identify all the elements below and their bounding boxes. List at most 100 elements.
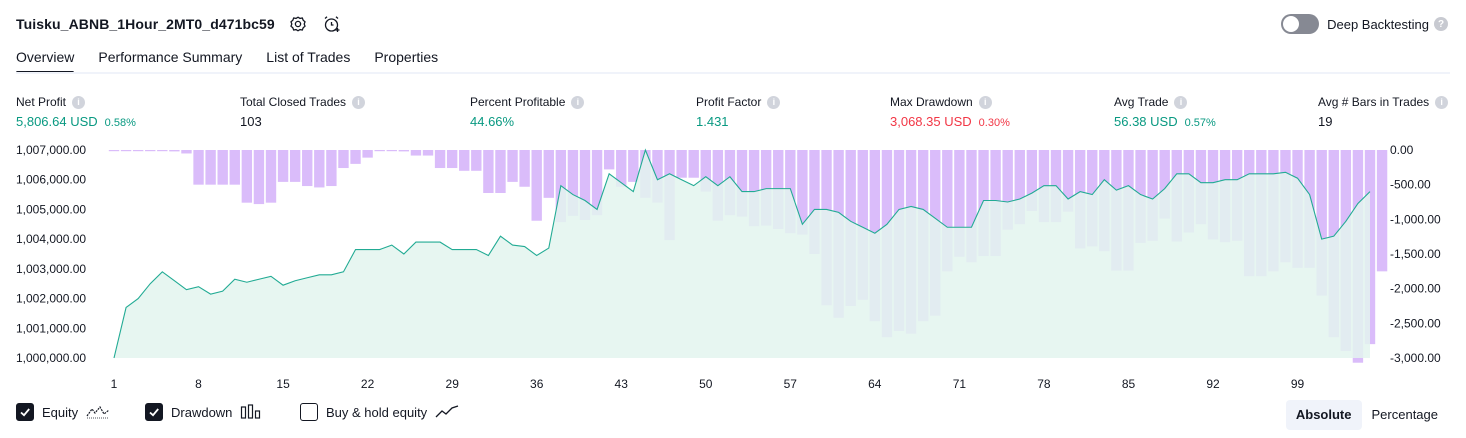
drawdown-bar <box>277 150 289 182</box>
strategy-name: Tuisku_ABNB_1Hour_2MT0_d471bc59 <box>16 16 275 32</box>
drawdown-bar <box>253 150 265 205</box>
drawdown-bar <box>362 150 373 158</box>
left-axis-label: 1,005,000.00 <box>16 202 86 216</box>
drawdown-bar <box>193 150 204 185</box>
drawdown-bar <box>603 150 615 170</box>
drawdown-bar <box>326 150 337 187</box>
metric-label: Net Profit <box>16 95 67 109</box>
tab-bar: Overview Performance Summary List of Tra… <box>16 44 438 74</box>
metric-max-drawdown: Max Drawdown i 3,068.35 USD 0.30% <box>890 94 1010 129</box>
x-axis-label: 1 <box>111 377 118 391</box>
drawdown-bar <box>579 150 591 221</box>
help-icon[interactable]: ? <box>1434 17 1448 31</box>
legend-drawdown[interactable]: Drawdown <box>145 403 262 421</box>
drawdown-bar <box>1316 150 1327 296</box>
right-axis-label: -3,000.00 <box>1390 351 1441 365</box>
drawdown-bar <box>748 150 760 227</box>
equity-area <box>114 150 1370 358</box>
tab-list-of-trades[interactable]: List of Trades <box>266 49 351 65</box>
strategy-header: Tuisku_ABNB_1Hour_2MT0_d471bc59 <box>16 12 343 36</box>
metric-value: 44.66% <box>470 114 515 129</box>
left-axis-label: 1,001,000.00 <box>16 321 86 335</box>
x-axis-label: 85 <box>1122 377 1136 391</box>
left-axis: 1,007,000.00 1,006,000.00 1,005,000.00 1,00… <box>16 143 86 365</box>
drawdown-bar <box>181 150 192 154</box>
legend-buy-hold[interactable]: Buy & hold equity <box>300 403 459 421</box>
equity-checkbox[interactable] <box>16 403 34 421</box>
metric-label: Avg Trade <box>1114 95 1169 109</box>
drawdown-bar <box>108 150 120 152</box>
metric-value: 3,068.35 USD <box>890 114 972 129</box>
deep-backtesting-label: Deep Backtesting <box>1327 16 1429 32</box>
drawdown-bar <box>289 150 301 182</box>
drawdown-bar <box>797 150 808 235</box>
drawdown-bar <box>241 150 253 203</box>
metric-value: 1.431 <box>696 114 729 129</box>
drawdown-bar <box>954 150 965 257</box>
right-axis-label: -1,000.00 <box>1390 212 1441 226</box>
drawdown-bar <box>676 150 687 178</box>
info-icon[interactable]: i <box>571 95 585 109</box>
buy-hold-checkbox[interactable] <box>300 403 318 421</box>
buy-hold-label: Buy & hold equity <box>326 404 428 420</box>
info-icon[interactable]: i <box>978 95 992 109</box>
left-axis-label: 1,003,000.00 <box>16 262 86 276</box>
right-axis-label: -2,000.00 <box>1390 282 1441 296</box>
drawdown-checkbox[interactable] <box>145 403 163 421</box>
drawdown-bar <box>543 150 554 198</box>
metric-avg-bars-in-trades: Avg # Bars in Trades i 19 <box>1318 94 1449 129</box>
left-axis-label: 1,000,000.00 <box>16 351 86 365</box>
x-axis-label: 92 <box>1206 377 1220 391</box>
equity-drawdown-chart[interactable]: 1,007,000.00 1,006,000.00 1,005,000.00 1,00… <box>0 138 1466 396</box>
info-icon[interactable]: i <box>767 95 781 109</box>
metric-label: Max Drawdown <box>890 95 973 109</box>
drawdown-bar <box>857 150 868 300</box>
drawdown-bar <box>471 150 482 171</box>
drawdown-bar <box>688 150 699 178</box>
drawdown-bar <box>483 150 494 193</box>
info-icon[interactable]: i <box>352 95 366 109</box>
drawdown-bar <box>434 150 446 169</box>
tab-properties[interactable]: Properties <box>374 49 439 65</box>
x-axis-label: 15 <box>276 377 290 391</box>
settings-gear-icon[interactable] <box>287 13 309 35</box>
metric-avg-trade: Avg Trade i 56.38 USD 0.57% <box>1114 94 1216 129</box>
metric-percent-profitable: Percent Profitable i 44.66% <box>470 94 585 129</box>
drawdown-bar <box>459 150 470 171</box>
drawdown-bar <box>760 150 772 226</box>
info-icon[interactable]: i <box>72 95 86 109</box>
equity-line-icon <box>86 404 110 420</box>
deep-backtesting-toggle[interactable] <box>1281 14 1320 34</box>
add-alert-clock-icon[interactable] <box>321 13 343 35</box>
metric-label: Profit Factor <box>696 95 762 109</box>
absolute-button[interactable]: Absolute <box>1285 400 1362 430</box>
equity-label: Equity <box>42 404 79 420</box>
drawdown-bar <box>265 150 277 203</box>
drawdown-bar <box>1147 150 1158 241</box>
drawdown-bar <box>157 150 168 152</box>
info-icon[interactable]: i <box>1435 95 1449 109</box>
percentage-button[interactable]: Percentage <box>1371 407 1439 422</box>
metric-label: Avg # Bars in Trades <box>1318 95 1430 109</box>
drawdown-bar <box>1002 150 1013 230</box>
drawdown-bar <box>446 150 458 169</box>
info-icon[interactable]: i <box>1174 95 1188 109</box>
drawdown-bar <box>942 150 953 272</box>
tabs-divider <box>16 72 1450 74</box>
tab-overview[interactable]: Overview <box>16 44 75 74</box>
drawdown-bar <box>386 150 397 152</box>
metric-profit-factor: Profit Factor i 1.431 <box>696 94 781 129</box>
right-axis: 0.00 -500.00 -1,000.00 -1,500.00 -2,000.00 -2… <box>1390 143 1441 365</box>
drawdown-bar <box>229 150 240 185</box>
right-axis-label: -1,500.00 <box>1390 247 1441 261</box>
x-axis-label: 71 <box>953 377 967 391</box>
metric-label: Percent Profitable <box>470 95 566 109</box>
drawdown-bar <box>314 150 325 188</box>
drawdown-bar <box>1376 150 1388 272</box>
legend-equity[interactable]: Equity <box>16 403 110 421</box>
drawdown-bar <box>628 150 639 182</box>
x-axis-label: 57 <box>784 377 798 391</box>
left-axis-label: 1,004,000.00 <box>16 232 86 246</box>
tab-performance-summary[interactable]: Performance Summary <box>98 49 243 65</box>
drawdown-bar <box>1062 150 1074 212</box>
